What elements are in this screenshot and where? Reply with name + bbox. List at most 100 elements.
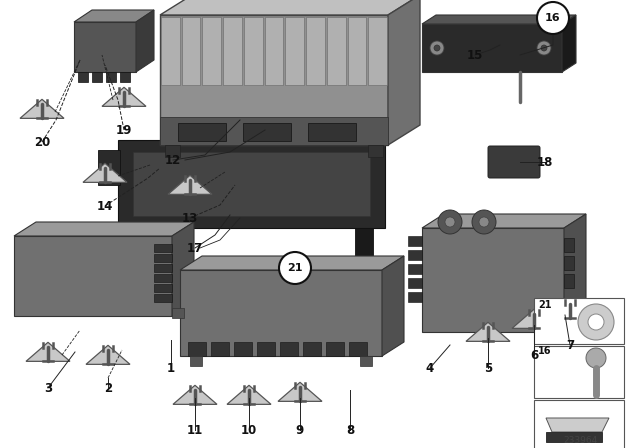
Text: 21: 21 xyxy=(538,300,552,310)
Bar xyxy=(223,17,242,85)
Text: 1: 1 xyxy=(167,362,175,375)
Bar xyxy=(154,284,172,292)
Circle shape xyxy=(279,252,311,284)
Bar xyxy=(534,400,624,448)
Bar xyxy=(160,15,388,145)
Bar xyxy=(303,342,321,356)
Bar xyxy=(74,22,136,72)
Polygon shape xyxy=(227,385,271,405)
Text: 19: 19 xyxy=(116,124,132,137)
Bar xyxy=(190,356,202,366)
Text: 16: 16 xyxy=(545,13,561,23)
Bar xyxy=(14,236,172,316)
Bar xyxy=(349,342,367,356)
Bar xyxy=(180,270,382,356)
Text: 13: 13 xyxy=(182,211,198,224)
Polygon shape xyxy=(168,175,212,194)
Bar xyxy=(264,17,284,85)
Bar xyxy=(285,17,304,85)
Bar xyxy=(348,17,366,85)
Polygon shape xyxy=(74,10,154,22)
Polygon shape xyxy=(173,385,217,405)
Polygon shape xyxy=(86,345,130,364)
Polygon shape xyxy=(83,164,127,182)
Polygon shape xyxy=(136,10,154,72)
Text: 7: 7 xyxy=(566,339,574,352)
Bar xyxy=(154,244,172,252)
Circle shape xyxy=(438,210,462,234)
Bar xyxy=(133,152,370,216)
Circle shape xyxy=(430,41,444,55)
Bar xyxy=(244,17,262,85)
Text: 12: 12 xyxy=(165,154,181,167)
Bar xyxy=(564,238,574,252)
Bar xyxy=(534,346,624,398)
Text: 6: 6 xyxy=(530,349,538,362)
Bar xyxy=(564,256,574,270)
Bar xyxy=(188,342,206,356)
Polygon shape xyxy=(172,222,194,316)
Bar xyxy=(534,298,624,344)
Bar xyxy=(368,17,387,85)
Bar xyxy=(178,123,226,141)
Bar xyxy=(154,294,172,302)
Circle shape xyxy=(479,217,489,227)
Text: 3: 3 xyxy=(44,382,52,395)
Circle shape xyxy=(588,314,604,330)
Text: 8: 8 xyxy=(346,423,354,436)
Bar xyxy=(257,342,275,356)
Bar xyxy=(118,140,385,228)
Polygon shape xyxy=(20,99,64,118)
Bar xyxy=(360,356,372,366)
Bar xyxy=(308,123,356,141)
Bar xyxy=(234,342,252,356)
Polygon shape xyxy=(26,342,70,362)
Bar xyxy=(161,17,180,85)
Text: 5: 5 xyxy=(484,362,492,375)
Bar xyxy=(327,17,346,85)
Bar xyxy=(136,228,154,263)
Text: 15: 15 xyxy=(467,48,483,61)
Bar xyxy=(408,250,422,260)
Text: 2: 2 xyxy=(104,382,112,395)
Polygon shape xyxy=(160,0,420,15)
Bar xyxy=(546,432,602,442)
Bar xyxy=(422,228,564,332)
Bar xyxy=(202,17,221,85)
Bar xyxy=(280,342,298,356)
Bar xyxy=(211,342,229,356)
Text: 9: 9 xyxy=(296,423,304,436)
Bar xyxy=(154,274,172,282)
Bar xyxy=(422,24,562,72)
Polygon shape xyxy=(102,87,146,106)
Polygon shape xyxy=(512,309,556,328)
Text: 16: 16 xyxy=(538,346,552,356)
Bar xyxy=(120,72,130,82)
Bar xyxy=(78,72,88,82)
Polygon shape xyxy=(422,15,576,24)
Text: 10: 10 xyxy=(241,423,257,436)
Circle shape xyxy=(586,348,606,368)
Bar xyxy=(355,228,373,263)
Bar xyxy=(154,264,172,272)
Bar xyxy=(172,308,184,318)
Polygon shape xyxy=(562,15,576,72)
Circle shape xyxy=(434,45,440,51)
Polygon shape xyxy=(278,382,322,401)
Polygon shape xyxy=(466,322,510,341)
Bar xyxy=(98,150,120,185)
Bar xyxy=(92,72,102,82)
Circle shape xyxy=(541,45,547,51)
Polygon shape xyxy=(388,0,420,145)
Circle shape xyxy=(472,210,496,234)
Polygon shape xyxy=(382,256,404,356)
Bar xyxy=(408,236,422,246)
Text: 4: 4 xyxy=(426,362,434,375)
Circle shape xyxy=(537,2,569,34)
Bar xyxy=(160,117,388,145)
Bar xyxy=(243,123,291,141)
Circle shape xyxy=(537,41,551,55)
Bar xyxy=(408,292,422,302)
Bar xyxy=(182,17,200,85)
Bar xyxy=(306,17,325,85)
